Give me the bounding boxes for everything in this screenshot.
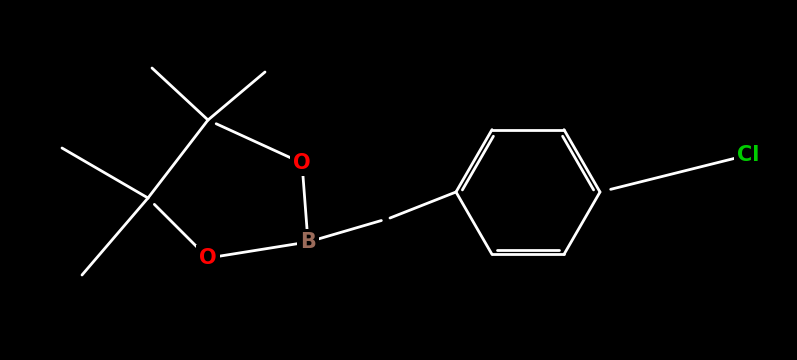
Text: O: O: [293, 153, 311, 173]
Text: O: O: [199, 248, 217, 268]
Text: Cl: Cl: [736, 145, 760, 165]
Text: B: B: [300, 232, 316, 252]
